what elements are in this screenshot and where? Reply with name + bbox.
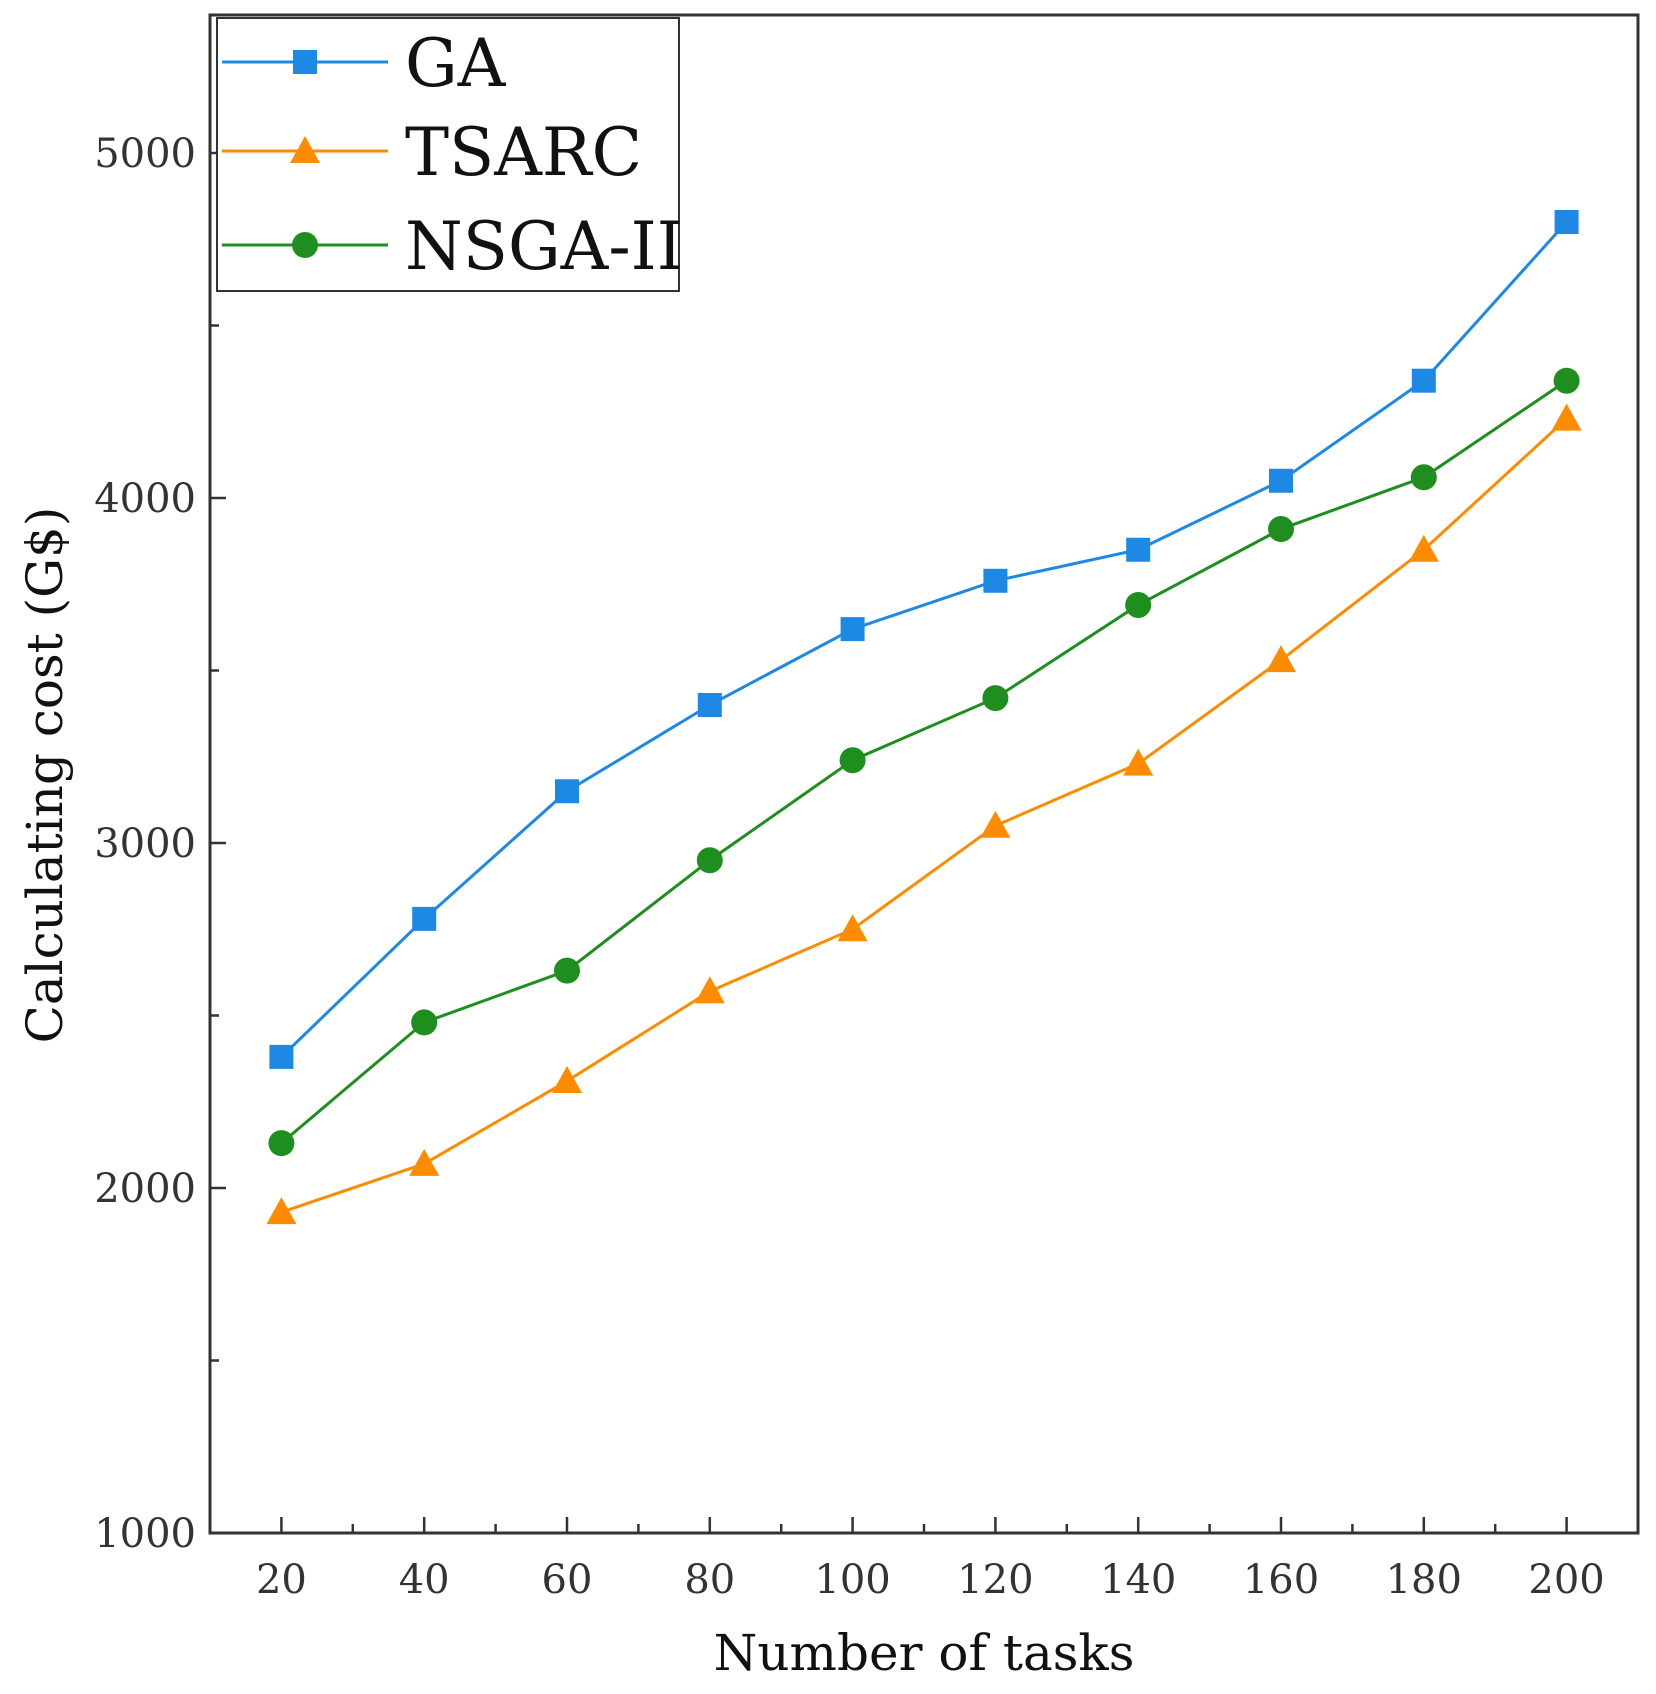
data-point-nsga-ii — [1268, 516, 1294, 543]
x-tick-label: 160 — [1243, 1557, 1319, 1603]
data-point-nsga-ii — [411, 1009, 438, 1036]
x-tick-label: 20 — [256, 1557, 307, 1603]
series-line-ga — [280, 220, 1568, 1058]
x-tick-label: 140 — [1100, 1557, 1176, 1603]
x-tick-label: 180 — [1386, 1557, 1462, 1603]
y-tick-label: 4000 — [94, 476, 196, 522]
data-point-ga — [983, 568, 1008, 593]
data-point-tsarc — [1123, 748, 1154, 776]
y-tick-label: 1000 — [94, 1511, 196, 1557]
y-tick-label: 2000 — [94, 1166, 196, 1212]
data-point-ga — [1554, 210, 1579, 234]
series-line-tsarc — [280, 417, 1568, 1214]
series-ga — [269, 210, 1579, 1069]
data-point-tsarc — [837, 914, 868, 942]
data-point-nsga-ii — [1125, 591, 1152, 618]
legend-marker-nsga-ii — [292, 232, 318, 258]
data-point-ga — [1269, 468, 1293, 493]
x-tick-label: 40 — [399, 1557, 450, 1603]
legend-marker-ga — [293, 50, 317, 74]
legend-label-ga: GA — [405, 25, 507, 102]
data-point-nsga-ii — [982, 685, 1009, 712]
legend-marker-tsarc — [290, 136, 320, 163]
data-point-tsarc — [266, 1197, 297, 1225]
data-point-nsga-ii — [1553, 367, 1580, 394]
series-tsarc — [266, 403, 1582, 1225]
data-point-nsga-ii — [554, 957, 580, 984]
x-tick-label: 60 — [542, 1557, 593, 1603]
data-point-tsarc — [1408, 534, 1439, 562]
legend: GA TSARC NSGA-II — [216, 17, 683, 292]
data-point-ga — [1126, 537, 1151, 562]
x-tick-label: 120 — [957, 1557, 1033, 1603]
data-point-ga — [1411, 368, 1436, 393]
data-point-nsga-ii — [839, 747, 866, 774]
data-point-tsarc — [552, 1066, 582, 1094]
data-point-ga — [840, 617, 865, 642]
data-point-tsarc — [1551, 403, 1582, 431]
data-point-ga — [697, 693, 722, 717]
data-point-nsga-ii — [1410, 464, 1437, 491]
y-axis-title: Calculating cost (G$) — [16, 507, 74, 1044]
data-point-ga — [555, 779, 579, 804]
series-layer — [266, 210, 1582, 1225]
legend-label-nsga-ii: NSGA-II — [405, 208, 683, 285]
x-axis: 20 40 60 80 100 120 140 160 180 200 — [256, 1517, 1605, 1603]
data-point-tsarc — [409, 1148, 440, 1176]
data-point-nsga-ii — [696, 847, 723, 874]
x-tick-label: 100 — [814, 1557, 890, 1603]
data-point-tsarc — [1266, 645, 1296, 673]
series-line-nsga-ii — [280, 379, 1568, 1145]
y-tick-label: 3000 — [94, 821, 196, 867]
data-point-tsarc — [694, 976, 725, 1004]
data-point-ga — [269, 1044, 294, 1069]
y-tick-label: 5000 — [94, 131, 196, 177]
data-point-ga — [412, 906, 437, 931]
series-nsga-ii — [268, 367, 1580, 1157]
y-axis: 1000 2000 3000 4000 5000 — [94, 131, 226, 1557]
x-tick-label: 200 — [1528, 1557, 1604, 1603]
x-axis-title: Number of tasks — [714, 1624, 1135, 1682]
data-point-tsarc — [980, 810, 1011, 838]
x-tick-label: 80 — [684, 1557, 735, 1603]
data-point-nsga-ii — [268, 1130, 295, 1157]
legend-label-tsarc: TSARC — [405, 114, 642, 191]
